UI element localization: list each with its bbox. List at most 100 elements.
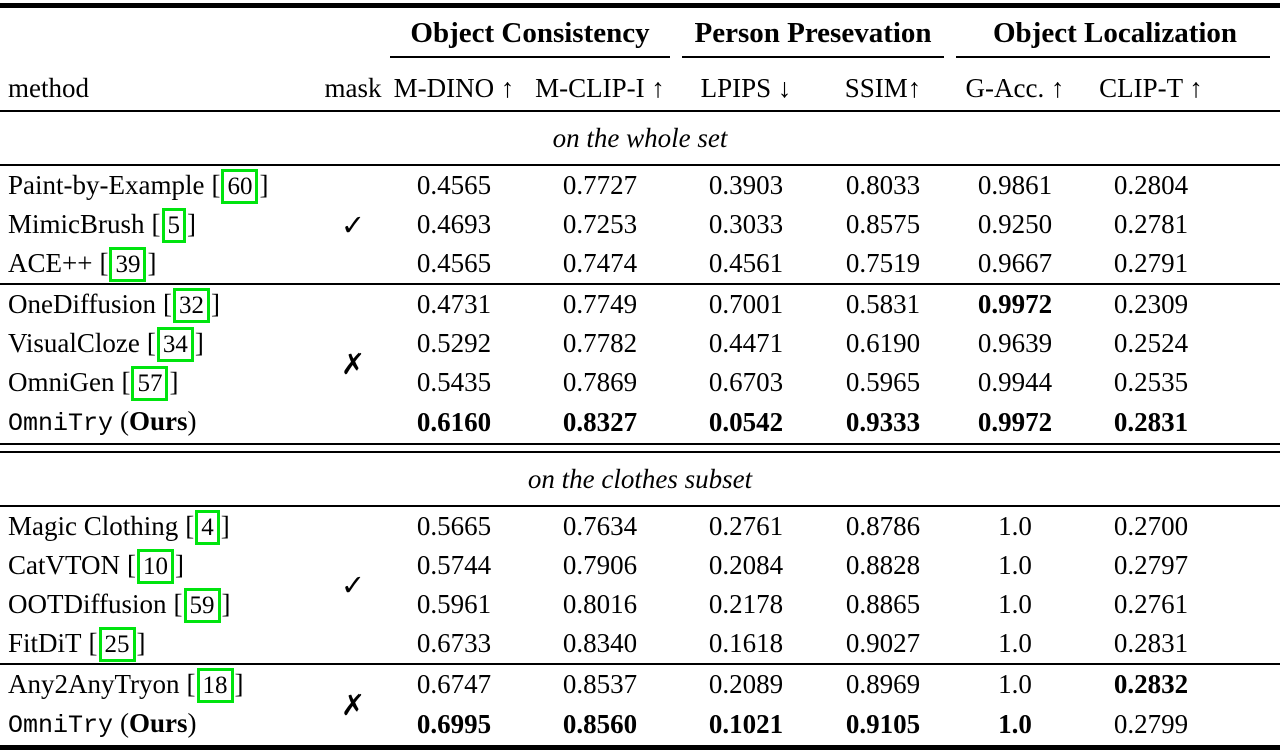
- method-name: Magic Clothing: [8, 511, 179, 541]
- table-row: CatVTON[10] 0.5744 0.7906 0.2084 0.8828 …: [0, 546, 1280, 585]
- metric-value: 0.7727: [562, 170, 638, 200]
- metric-value: 0.4565: [416, 248, 492, 278]
- metric-value: 0.1618: [708, 628, 784, 658]
- metric-value: 0.2791: [1113, 248, 1189, 278]
- metric-value: 0.6995: [416, 709, 492, 739]
- metric-value: 0.7001: [708, 289, 784, 319]
- table-row: Magic Clothing[4] ✓ 0.5665 0.7634 0.2761…: [0, 507, 1280, 602]
- metric-value: 0.2089: [708, 669, 784, 699]
- mask-check-cell: ✓: [340, 207, 366, 242]
- method-cell: OOTDiffusion[59]: [0, 585, 322, 624]
- metric-value: 0.2831: [1113, 407, 1189, 437]
- mask-cross-cell: ✗: [340, 688, 366, 722]
- method-cell: Paint-by-Example[60]: [0, 166, 322, 205]
- section-title: on the whole set: [552, 122, 728, 153]
- method-cell: OmniTry (Ours): [0, 402, 322, 444]
- metric-value: 0.9027: [845, 628, 921, 658]
- citation-link[interactable]: 4: [195, 510, 220, 545]
- method-name: Paint-by-Example: [8, 170, 205, 200]
- cite-bracket: ]: [234, 669, 244, 699]
- double-rule: [0, 443, 1280, 453]
- results-table: Object Consistency Person Presevation Ob…: [0, 3, 1280, 750]
- metric-value: 0.4565: [416, 170, 492, 200]
- method-cell: OneDiffusion[32]: [0, 285, 322, 324]
- metric-value: 0.2781: [1113, 209, 1189, 239]
- method-cell: ACE++[39]: [0, 244, 322, 284]
- cite-bracket: [: [127, 550, 136, 580]
- col-gacc: G-Acc. ↑: [965, 73, 1065, 103]
- group-underline: [682, 56, 945, 58]
- metric-value: 0.9105: [845, 709, 921, 739]
- metric-value: 1.0: [998, 589, 1032, 619]
- cite-bracket: [: [146, 328, 156, 358]
- method-name: MimicBrush: [8, 209, 145, 239]
- col-mask: mask: [324, 73, 382, 103]
- metric-value: 0.8033: [845, 170, 921, 200]
- method-name: CatVTON: [8, 550, 120, 580]
- citation-link[interactable]: 25: [98, 627, 136, 662]
- metric-value: 0.7869: [562, 367, 638, 397]
- citation-link[interactable]: 18: [196, 668, 234, 703]
- metric-value: 0.4561: [708, 248, 784, 278]
- group-object-consistency: Object Consistency: [384, 6, 676, 58]
- cite-bracket: ]: [175, 550, 184, 580]
- citation-link[interactable]: 5: [161, 208, 187, 243]
- col-mclipi: M-CLIP-I ↑: [535, 73, 665, 103]
- citation-link[interactable]: 10: [137, 549, 174, 584]
- citation-link[interactable]: 59: [183, 588, 221, 623]
- metric-value: 0.9861: [977, 170, 1053, 200]
- group-underline: [390, 56, 671, 58]
- method-name: OmniGen: [8, 367, 115, 397]
- cite-bracket: ]: [211, 289, 220, 319]
- method-cell: VisualCloze[34]: [0, 324, 322, 363]
- citation-link[interactable]: 32: [173, 288, 210, 323]
- metric-value: 0.6703: [708, 367, 784, 397]
- table-row: OmniGen[57] 0.5435 0.7869 0.6703 0.5965 …: [0, 363, 1280, 402]
- table-row: OOTDiffusion[59] 0.5961 0.8016 0.2178 0.…: [0, 585, 1280, 624]
- ours-label: Ours: [129, 708, 188, 738]
- metric-value: 0.9972: [977, 289, 1053, 319]
- table-row: ACE++[39] 0.4565 0.7474 0.4561 0.7519 0.…: [0, 244, 1280, 284]
- ours-paren: (: [120, 406, 130, 436]
- metric-value: 0.9944: [977, 367, 1053, 397]
- spacer: [0, 6, 322, 59]
- metric-value: 0.7906: [562, 550, 638, 580]
- cite-bracket: [: [186, 669, 196, 699]
- metric-value: 0.6190: [845, 328, 921, 358]
- metric-value: 0.1021: [708, 709, 784, 739]
- citation-link[interactable]: 39: [109, 247, 147, 282]
- metric-value: 0.9667: [977, 248, 1053, 278]
- method-cell: FitDiT[25]: [0, 624, 322, 664]
- col-ssim: SSIM↑: [844, 73, 922, 103]
- metric-value: 0.8560: [562, 709, 638, 739]
- cite-bracket: ]: [220, 511, 230, 541]
- metric-value: 0.9333: [845, 407, 921, 437]
- col-mdino: M-DINO ↑: [393, 73, 515, 103]
- cite-bracket: [: [173, 589, 183, 619]
- column-header-row: method mask M-DINO ↑ M-CLIP-I ↑ LPIPS ↓ …: [0, 58, 1280, 111]
- metric-value: 0.4471: [708, 328, 784, 358]
- cite-bracket: ]: [169, 367, 179, 397]
- citation-link[interactable]: 60: [221, 169, 259, 204]
- cite-bracket: ]: [187, 209, 197, 239]
- col-method: method: [8, 73, 89, 103]
- group-label: Object Localization: [993, 16, 1238, 49]
- cite-bracket: [: [163, 289, 172, 319]
- metric-value: 0.9972: [977, 407, 1053, 437]
- method-cell: Magic Clothing[4]: [0, 507, 322, 546]
- ours-paren: ): [187, 406, 197, 436]
- cite-bracket: ]: [221, 589, 231, 619]
- metric-value: 0.7253: [562, 209, 638, 239]
- cite-bracket: ]: [194, 328, 204, 358]
- ours-label: Ours: [129, 406, 188, 436]
- metric-value: 0.6733: [416, 628, 492, 658]
- metric-value: 0.8828: [845, 550, 921, 580]
- citation-link[interactable]: 34: [156, 327, 194, 362]
- method-cell: MimicBrush[5]: [0, 205, 322, 244]
- table-row: OneDiffusion[32] ✗ 0.4731 0.7749 0.7001 …: [0, 285, 1280, 381]
- metric-value: 0.2524: [1113, 328, 1189, 358]
- metric-value: 0.8537: [562, 669, 638, 699]
- spacer: [322, 6, 384, 59]
- citation-link[interactable]: 57: [131, 366, 169, 401]
- metric-value: 1.0: [998, 628, 1032, 658]
